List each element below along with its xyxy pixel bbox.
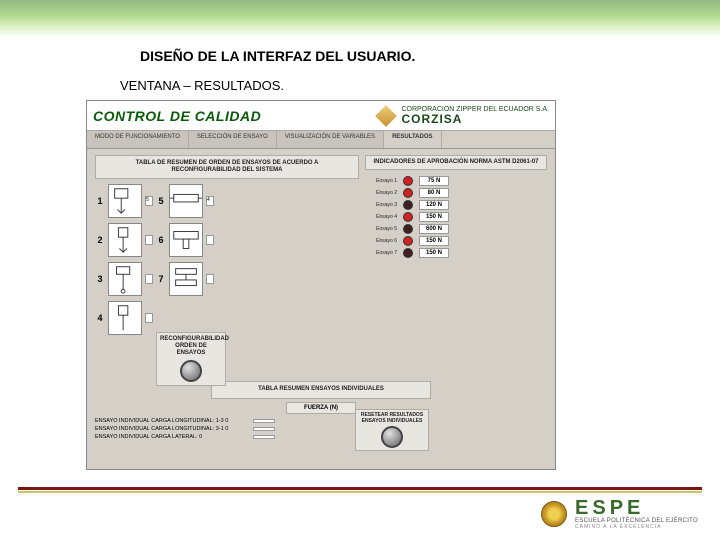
ensayo-thumb-2[interactable]: [108, 223, 142, 257]
ensayo-num-1: 1: [95, 196, 105, 206]
corp-text: CORPORACION ZIPPER DEL ECUADOR S.A. CORZ…: [401, 106, 549, 125]
tab-visualizacion[interactable]: VISUALIZACIÓN DE VARIABLES: [277, 131, 384, 148]
reset-button[interactable]: [381, 426, 403, 448]
individual-row: ENSAYO INDIVIDUAL CARGA LONGITUDINAL: 3-…: [95, 425, 547, 433]
espe-shield-icon: [541, 501, 567, 527]
tab-content: TABLA DE RESUMEN DE ORDEN DE ENSAYOS DE …: [87, 149, 555, 447]
led-row: Ensayo 6 150 N: [369, 236, 543, 246]
individual-row: ENSAYO INDIVIDUAL CARGA LATERAL: 0: [95, 433, 547, 441]
reconf-button[interactable]: [180, 360, 202, 382]
ensayo-thumb-1[interactable]: [108, 184, 142, 218]
norma-title-box: INDICADORES DE APROBACIÓN NORMA ASTM D20…: [365, 155, 547, 170]
slide-title: DISEÑO DE LA INTERFAZ DEL USUARIO.: [140, 48, 415, 64]
ensayo-thumb-6[interactable]: [169, 223, 203, 257]
ind-row-value[interactable]: [253, 427, 275, 431]
tabla-ind-title-box: TABLA RESUMEN ENSAYOS INDIVIDUALES: [211, 381, 431, 398]
led-value: 600 N: [419, 224, 449, 234]
ensayo-val-3[interactable]: [145, 274, 153, 284]
bottom-section: TABLA RESUMEN ENSAYOS INDIVIDUALES FUERZ…: [95, 381, 547, 440]
led-value: 150 N: [419, 212, 449, 222]
slide-subtitle: VENTANA – RESULTADOS.: [120, 78, 284, 93]
ensayo-num-4: 4: [95, 313, 105, 323]
ensayo-num-7: 7: [156, 274, 166, 284]
ensayo-thumb-7[interactable]: [169, 262, 203, 296]
corzisa-diamond-icon: [376, 105, 398, 127]
led-label: Ensayo 5: [369, 226, 397, 232]
led-value: 80 N: [419, 188, 449, 198]
individual-row: ENSAYO INDIVIDUAL CARGA LONGITUDINAL: 1-…: [95, 417, 547, 425]
led-row: Ensayo 5 600 N: [369, 224, 543, 234]
led-indicator-icon: [403, 176, 413, 186]
tabla-ind-title: TABLA RESUMEN ENSAYOS INDIVIDUALES: [218, 386, 424, 393]
resumen-title: TABLA DE RESUMEN DE ORDEN DE ENSAYOS DE …: [102, 160, 352, 174]
ind-row-label: ENSAYO INDIVIDUAL CARGA LONGITUDINAL: 3-…: [95, 426, 245, 432]
led-indicator-icon: [403, 236, 413, 246]
led-indicator-icon: [403, 224, 413, 234]
resumen-title-box: TABLA DE RESUMEN DE ORDEN DE ENSAYOS DE …: [95, 155, 359, 179]
app-title: CONTROL DE CALIDAD: [93, 108, 261, 124]
ind-row-label: ENSAYO INDIVIDUAL CARGA LONGITUDINAL: 1-…: [95, 418, 245, 424]
app-window: CONTROL DE CALIDAD CORPORACION ZIPPER DE…: [86, 100, 556, 470]
led-value: 150 N: [419, 248, 449, 258]
ind-row-label: ENSAYO INDIVIDUAL CARGA LATERAL: 0: [95, 434, 245, 440]
ensayo-val-4[interactable]: [145, 313, 153, 323]
led-row: Ensayo 1 75 N: [369, 176, 543, 186]
ensayo-num-2: 2: [95, 235, 105, 245]
ensayo-thumb-4[interactable]: [108, 301, 142, 335]
led-label: Ensayo 2: [369, 190, 397, 196]
ensayo-grid: 1 5 5 4 2 6 3 7: [95, 183, 359, 375]
individual-rows: ENSAYO INDIVIDUAL CARGA LONGITUDINAL: 1-…: [95, 417, 547, 441]
reset-box: RESETEAR RESULTADOS ENSAYOS INDIVIDUALES: [355, 409, 429, 451]
led-row: Ensayo 4 150 N: [369, 212, 543, 222]
led-indicator-icon: [403, 200, 413, 210]
ensayo-val-7[interactable]: [206, 274, 214, 284]
led-label: Ensayo 7: [369, 250, 397, 256]
norma-title: INDICADORES DE APROBACIÓN NORMA ASTM D20…: [369, 159, 543, 166]
tab-modo[interactable]: MODO DE FUNCIONAMIENTO: [87, 131, 189, 148]
tab-seleccion[interactable]: SELECCIÓN DE ENSAYO: [189, 131, 277, 148]
ensayo-thumb-5[interactable]: [169, 184, 203, 218]
led-value: 75 N: [419, 176, 449, 186]
ind-row-value[interactable]: [253, 435, 275, 439]
ensayo-num-6: 6: [156, 235, 166, 245]
led-value: 120 N: [419, 200, 449, 210]
ensayo-val-5[interactable]: 4: [206, 196, 214, 206]
espe-sub2: CAMINO A LA EXCELENCIA: [575, 524, 698, 530]
tab-resultados[interactable]: RESULTADOS: [384, 131, 441, 148]
led-value: 150 N: [419, 236, 449, 246]
right-column: INDICADORES DE APROBACIÓN NORMA ASTM D20…: [365, 155, 547, 375]
led-indicator-icon: [403, 188, 413, 198]
app-header: CONTROL DE CALIDAD CORPORACION ZIPPER DE…: [87, 101, 555, 131]
ind-row-value[interactable]: [253, 419, 275, 423]
reset-label: RESETEAR RESULTADOS ENSAYOS INDIVIDUALES: [358, 412, 426, 424]
ensayo-num-3: 3: [95, 274, 105, 284]
corp-brand: CORZISA: [401, 113, 549, 125]
led-indicator-icon: [403, 248, 413, 258]
fuerza-label: FUERZA (N): [286, 402, 356, 414]
tab-bar: MODO DE FUNCIONAMIENTO SELECCIÓN DE ENSA…: [87, 131, 555, 149]
led-label: Ensayo 6: [369, 238, 397, 244]
ensayo-val-6[interactable]: [206, 235, 214, 245]
ensayo-val-1[interactable]: 5: [145, 196, 153, 206]
footer-logo: ESPE ESCUELA POLITÉCNICA DEL EJÉRCITO CA…: [541, 498, 698, 530]
ensayo-val-2[interactable]: [145, 235, 153, 245]
led-list: Ensayo 175 NEnsayo 280 NEnsayo 3120 NEns…: [365, 174, 547, 260]
led-label: Ensayo 3: [369, 202, 397, 208]
espe-brand: ESPE: [575, 498, 698, 518]
reconf-box: RECONFIGURABILIDAD ORDEN DE ENSAYOS: [156, 332, 226, 386]
ensayo-thumb-3[interactable]: [108, 262, 142, 296]
top-gradient-band: [0, 0, 720, 38]
led-row: Ensayo 7 150 N: [369, 248, 543, 258]
led-row: Ensayo 3 120 N: [369, 200, 543, 210]
reconf-label: RECONFIGURABILIDAD ORDEN DE ENSAYOS: [160, 336, 222, 358]
footer-divider: [18, 487, 702, 490]
led-indicator-icon: [403, 212, 413, 222]
espe-text: ESPE ESCUELA POLITÉCNICA DEL EJÉRCITO CA…: [575, 498, 698, 530]
corp-logo-block: CORPORACION ZIPPER DEL ECUADOR S.A. CORZ…: [375, 105, 549, 127]
led-label: Ensayo 4: [369, 214, 397, 220]
led-label: Ensayo 1: [369, 178, 397, 184]
ensayo-num-5: 5: [156, 196, 166, 206]
led-row: Ensayo 2 80 N: [369, 188, 543, 198]
